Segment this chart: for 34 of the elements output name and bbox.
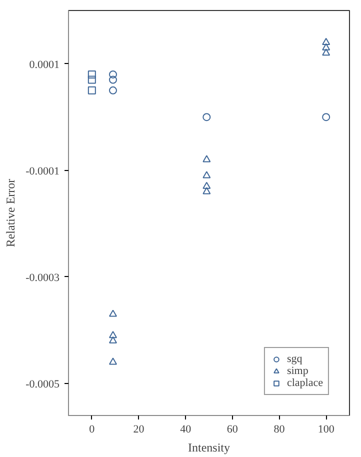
point bbox=[108, 331, 117, 338]
point bbox=[88, 76, 96, 84]
point bbox=[108, 70, 117, 78]
point bbox=[322, 38, 330, 45]
point bbox=[202, 187, 211, 194]
point bbox=[202, 155, 211, 162]
point bbox=[108, 336, 117, 344]
point bbox=[108, 76, 117, 84]
point bbox=[88, 70, 96, 78]
y-tick-label: -0.0003 bbox=[26, 272, 60, 284]
point bbox=[202, 113, 211, 122]
x-tick-label: 20 bbox=[133, 424, 145, 436]
legend-label: claplace bbox=[286, 377, 323, 389]
point bbox=[202, 182, 211, 189]
y-tick-label: -0.0005 bbox=[26, 378, 60, 391]
point bbox=[108, 310, 117, 317]
x-tick-label: 40 bbox=[180, 424, 192, 436]
point bbox=[88, 86, 96, 94]
point bbox=[202, 171, 211, 178]
x-axis-title: Intensity bbox=[188, 440, 230, 454]
legend-label: sgq bbox=[286, 353, 304, 365]
point bbox=[108, 358, 117, 365]
x-tick-label: 80 bbox=[274, 424, 286, 436]
y-tick-label: 0.0001 bbox=[29, 58, 60, 71]
point bbox=[108, 86, 117, 94]
x-tick-label: 60 bbox=[226, 424, 238, 436]
point bbox=[322, 48, 330, 56]
point bbox=[322, 43, 330, 50]
y-tick-label: -0.0001 bbox=[26, 165, 60, 178]
x-tick-label: 0 bbox=[89, 424, 96, 436]
legend-label: simp bbox=[286, 365, 308, 377]
point bbox=[322, 113, 330, 122]
x-tick-label: 100 bbox=[318, 424, 335, 436]
y-axis-title: Relative Error bbox=[4, 178, 18, 248]
